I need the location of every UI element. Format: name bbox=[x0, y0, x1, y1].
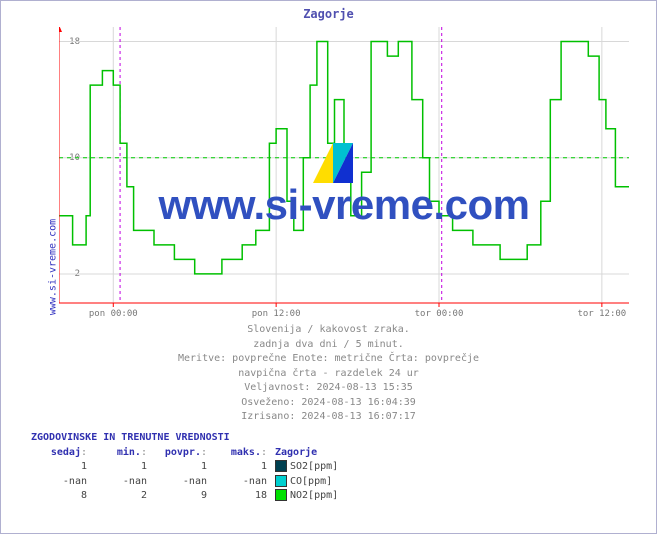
stats-cell: 9 bbox=[151, 489, 211, 504]
table-row: -nan-nan-nan-nanCO[ppm] bbox=[31, 475, 342, 490]
table-row: 1111SO2[ppm] bbox=[31, 460, 342, 475]
subtitle-line: Meritve: povprečne Enote: metrične Črta:… bbox=[1, 352, 656, 367]
legend-swatch bbox=[275, 475, 287, 487]
stats-cell: 8 bbox=[31, 489, 91, 504]
x-tick-label: pon 00:00 bbox=[89, 309, 138, 319]
chart-title: Zagorje bbox=[1, 7, 656, 21]
series-legend-cell: SO2[ppm] bbox=[271, 460, 342, 475]
stats-cell: 1 bbox=[31, 460, 91, 475]
stats-cell: -nan bbox=[31, 475, 91, 490]
series-legend-cell: NO2[ppm] bbox=[271, 489, 342, 504]
table-row: 82918 NO2[ppm] bbox=[31, 489, 342, 504]
legend-swatch bbox=[275, 460, 287, 472]
subtitle-line: Veljavnost: 2024-08-13 15:35 bbox=[1, 381, 656, 396]
subtitle-line: navpična črta - razdelek 24 ur bbox=[1, 367, 656, 382]
stats-cell: 1 bbox=[91, 460, 151, 475]
stats-col-header: min.: bbox=[91, 446, 151, 461]
subtitle-line: Osveženo: 2024-08-13 16:04:39 bbox=[1, 396, 656, 411]
stats-cell: -nan bbox=[151, 475, 211, 490]
series-legend-cell: CO[ppm] bbox=[271, 475, 342, 490]
chart-container: www.si-vreme.com Zagorje 21018 www.si-vr… bbox=[0, 0, 657, 534]
site-link-vertical[interactable]: www.si-vreme.com bbox=[48, 219, 59, 315]
subtitle-block: Slovenija / kakovost zraka. zadnja dva d… bbox=[1, 323, 656, 425]
watermark-logo bbox=[313, 143, 353, 183]
stats-cell: -nan bbox=[211, 475, 271, 490]
x-tick-label: pon 12:00 bbox=[252, 309, 301, 319]
stats-col-header: sedaj: bbox=[31, 446, 91, 461]
subtitle-line: Izrisano: 2024-08-13 16:07:17 bbox=[1, 410, 656, 425]
stats-cell: 18 bbox=[211, 489, 271, 504]
legend-swatch bbox=[275, 489, 287, 501]
stats-heading: ZGODOVINSKE IN TRENUTNE VREDNOSTI bbox=[31, 431, 342, 446]
series-label: SO2[ppm] bbox=[290, 461, 338, 472]
stats-col-header: povpr.: bbox=[151, 446, 211, 461]
stats-cell: 2 bbox=[91, 489, 151, 504]
subtitle-line: Slovenija / kakovost zraka. bbox=[1, 323, 656, 338]
series-label: CO[ppm] bbox=[290, 476, 332, 487]
stats-cell: 1 bbox=[151, 460, 211, 475]
x-tick-label: tor 12:00 bbox=[577, 309, 626, 319]
stats-cell: -nan bbox=[91, 475, 151, 490]
stats-col-header: maks.: bbox=[211, 446, 271, 461]
stats-table: ZGODOVINSKE IN TRENUTNE VREDNOSTI sedaj:… bbox=[31, 431, 342, 504]
x-tick-label: tor 00:00 bbox=[415, 309, 464, 319]
series-label: NO2[ppm] bbox=[290, 490, 338, 501]
subtitle-line: zadnja dva dni / 5 minut. bbox=[1, 338, 656, 353]
stats-cell: 1 bbox=[211, 460, 271, 475]
stats-location-header: Zagorje bbox=[271, 446, 342, 461]
